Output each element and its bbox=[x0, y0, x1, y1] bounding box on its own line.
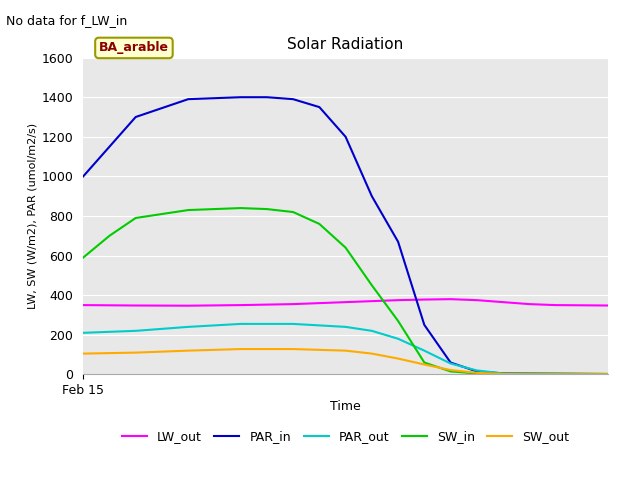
SW_out bbox=[420, 361, 428, 367]
SW_in bbox=[289, 209, 297, 215]
SW_in bbox=[342, 245, 349, 251]
PAR_in bbox=[473, 369, 481, 374]
Y-axis label: LW, SW (W/m2), PAR (umol/m2/s): LW, SW (W/m2), PAR (umol/m2/s) bbox=[28, 123, 37, 309]
PAR_out bbox=[499, 371, 507, 376]
Line: PAR_out: PAR_out bbox=[83, 324, 608, 374]
PAR_out bbox=[447, 360, 454, 366]
PAR_in bbox=[106, 144, 113, 150]
SW_out bbox=[342, 348, 349, 353]
PAR_out bbox=[289, 321, 297, 327]
PAR_in bbox=[342, 134, 349, 140]
SW_in bbox=[420, 360, 428, 365]
SW_out bbox=[499, 371, 507, 377]
SW_out bbox=[237, 346, 244, 352]
LW_out bbox=[499, 299, 507, 305]
PAR_in bbox=[447, 360, 454, 365]
Text: No data for f_LW_in: No data for f_LW_in bbox=[6, 14, 127, 27]
Line: SW_out: SW_out bbox=[83, 349, 608, 374]
SW_out bbox=[473, 370, 481, 376]
Title: Solar Radiation: Solar Radiation bbox=[287, 37, 404, 52]
Line: PAR_in: PAR_in bbox=[83, 97, 608, 374]
SW_out bbox=[184, 348, 192, 353]
SW_in bbox=[316, 221, 323, 227]
PAR_out bbox=[394, 336, 402, 342]
PAR_out bbox=[368, 328, 376, 334]
Line: SW_in: SW_in bbox=[83, 208, 608, 374]
X-axis label: Time: Time bbox=[330, 400, 361, 413]
PAR_in bbox=[184, 96, 192, 102]
SW_in bbox=[447, 369, 454, 374]
PAR_in bbox=[132, 114, 140, 120]
LW_out bbox=[552, 302, 559, 308]
SW_in bbox=[394, 318, 402, 324]
PAR_in bbox=[237, 95, 244, 100]
LW_out bbox=[368, 298, 376, 304]
LW_out bbox=[394, 297, 402, 303]
LW_out bbox=[184, 303, 192, 309]
SW_in bbox=[132, 215, 140, 221]
PAR_out bbox=[184, 324, 192, 330]
PAR_in bbox=[79, 174, 87, 180]
SW_in bbox=[184, 207, 192, 213]
PAR_out bbox=[237, 321, 244, 327]
LW_out bbox=[420, 297, 428, 302]
LW_out bbox=[342, 299, 349, 305]
LW_out bbox=[473, 297, 481, 303]
SW_in bbox=[237, 205, 244, 211]
LW_out bbox=[604, 302, 612, 308]
SW_out bbox=[79, 351, 87, 357]
PAR_out bbox=[420, 348, 428, 353]
PAR_in bbox=[368, 193, 376, 199]
SW_out bbox=[289, 346, 297, 352]
Legend: LW_out, PAR_in, PAR_out, SW_in, SW_out: LW_out, PAR_in, PAR_out, SW_in, SW_out bbox=[117, 425, 574, 448]
SW_in bbox=[368, 282, 376, 288]
PAR_in bbox=[499, 371, 507, 376]
SW_in bbox=[79, 255, 87, 261]
PAR_in bbox=[420, 322, 428, 328]
LW_out bbox=[447, 296, 454, 302]
PAR_in bbox=[394, 239, 402, 245]
SW_out bbox=[552, 372, 559, 377]
SW_in bbox=[473, 371, 481, 376]
LW_out bbox=[79, 302, 87, 308]
SW_in bbox=[106, 233, 113, 239]
SW_out bbox=[604, 372, 612, 377]
LW_out bbox=[289, 301, 297, 307]
SW_in bbox=[604, 371, 612, 377]
SW_out bbox=[447, 367, 454, 373]
PAR_in bbox=[316, 104, 323, 110]
SW_in bbox=[499, 371, 507, 377]
PAR_in bbox=[289, 96, 297, 102]
PAR_out bbox=[342, 324, 349, 330]
SW_out bbox=[368, 351, 376, 357]
PAR_in bbox=[263, 95, 271, 100]
SW_in bbox=[263, 206, 271, 212]
Text: BA_arable: BA_arable bbox=[99, 41, 169, 54]
PAR_out bbox=[473, 368, 481, 373]
PAR_in bbox=[604, 371, 612, 377]
Line: LW_out: LW_out bbox=[83, 299, 608, 306]
SW_out bbox=[394, 356, 402, 361]
SW_out bbox=[132, 350, 140, 356]
LW_out bbox=[132, 302, 140, 308]
LW_out bbox=[525, 301, 533, 307]
PAR_out bbox=[604, 371, 612, 377]
PAR_out bbox=[79, 330, 87, 336]
PAR_out bbox=[132, 328, 140, 334]
LW_out bbox=[237, 302, 244, 308]
SW_out bbox=[525, 372, 533, 377]
